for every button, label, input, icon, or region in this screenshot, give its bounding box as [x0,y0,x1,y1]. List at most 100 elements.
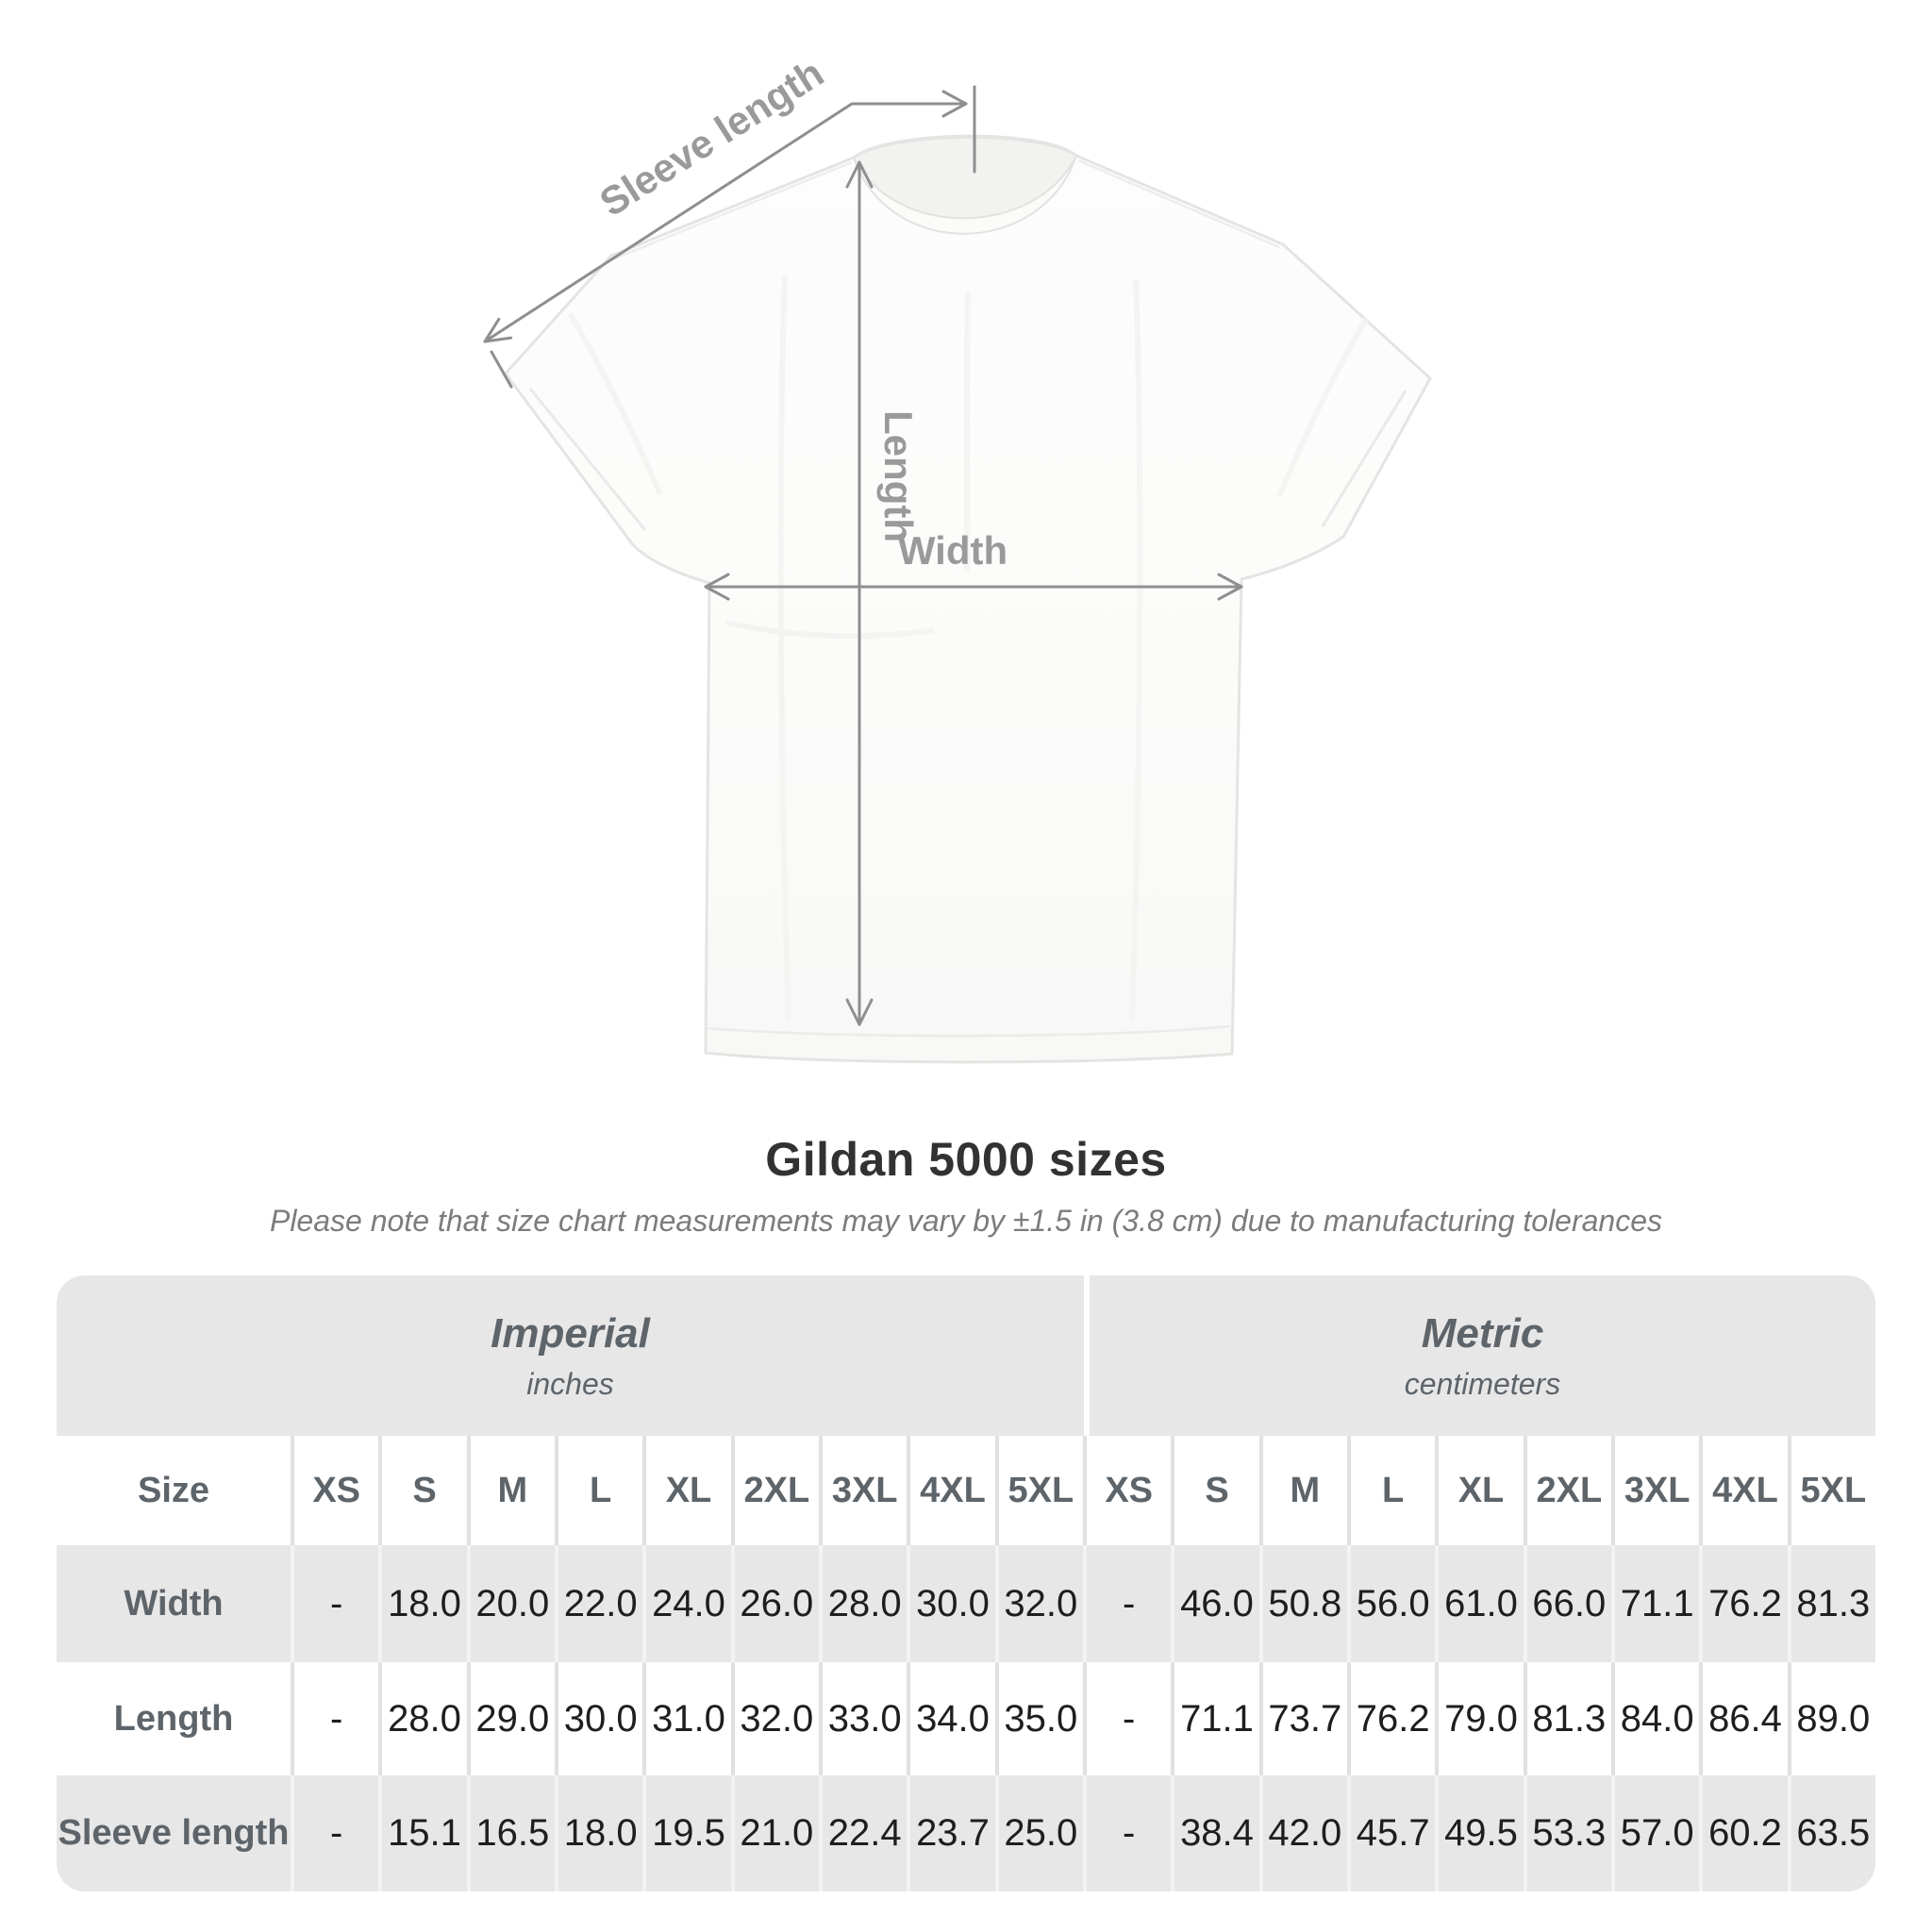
width-imperial-value: 22.0 [555,1545,642,1662]
width-label: Width [898,528,1008,573]
sleeve-length-arrowhead-right [941,90,968,118]
size-col-header-imperial-3XL: 3XL [819,1436,907,1545]
length-metric-value: 84.0 [1611,1662,1699,1775]
metric-label: Metric [1421,1309,1544,1357]
measurement-row-sleeve-length: Sleeve length -15.1 16.5 18.0 19.5 21.0 22.4 23… [57,1775,1875,1891]
width-metric-value: 71.1 [1611,1545,1699,1662]
size-col-header-metric-S: S [1171,1436,1258,1545]
tolerance-note: Please note that size chart measurements… [269,1204,1663,1238]
sleeve-length-metric-value: 53.3 [1523,1775,1611,1891]
sleeve-length-imperial-value: 21.0 [730,1775,819,1891]
size-col-header-imperial-XS: XS [291,1436,378,1545]
width-metric-value: 81.3 [1787,1545,1875,1662]
length-imperial-value: 34.0 [907,1662,994,1775]
size-col-header-metric-XS: XS [1083,1436,1171,1545]
row-header-size: Size [137,1470,210,1510]
width-arrowhead-left [704,573,730,601]
measurement-row-width: Width -18.0 20.0 22.0 24.0 26.0 28.0 30.0 32.0-4… [57,1545,1875,1662]
sleeve-length-metric-value: 60.2 [1699,1775,1787,1891]
unit-header-row: Imperial inches Metric centimeters [57,1275,1875,1436]
size-col-header-imperial-S: S [378,1436,466,1545]
sleeve-length-imperial-value: 22.4 [819,1775,907,1891]
width-imperial-value: 18.0 [378,1545,466,1662]
width-imperial-value: 24.0 [642,1545,730,1662]
length-imperial-value: 32.0 [730,1662,819,1775]
width-metric-value: 61.0 [1435,1545,1523,1662]
length-metric-value: 79.0 [1435,1662,1523,1775]
measurement-label-sleeve-length: Sleeve length [58,1813,290,1853]
metric-sublabel: centimeters [1404,1366,1561,1401]
width-metric-value: 56.0 [1347,1545,1435,1662]
sleeve-length-metric-value: 38.4 [1171,1775,1258,1891]
sleeve-length-metric-value: 45.7 [1347,1775,1435,1891]
size-col-header-metric-5XL: 5XL [1787,1436,1875,1545]
sleeve-length-metric-value: - [1083,1775,1171,1891]
measurement-row-length: Length -28.0 29.0 30.0 31.0 32.0 33.0 34.0 35.0-… [57,1662,1875,1775]
width-metric-value: 66.0 [1523,1545,1611,1662]
tshirt-illustration [504,134,1432,1064]
size-table-rows: Size XS S M L XL 2XL 3XL 4XL 5XL XS S M L XL 2XL 3XL 4XL 5… [57,1436,1875,1891]
length-metric-value: 76.2 [1347,1662,1435,1775]
size-col-header-imperial-L: L [555,1436,642,1545]
size-col-header-metric-4XL: 4XL [1699,1436,1787,1545]
size-col-header-imperial-4XL: 4XL [907,1436,994,1545]
length-arrowhead-bottom [845,998,874,1026]
width-arrowhead-right [1217,573,1243,601]
length-imperial-value: 29.0 [466,1662,555,1775]
size-col-header-metric-M: M [1258,1436,1347,1545]
length-metric-value: 86.4 [1699,1662,1787,1775]
size-col-header-imperial-2XL: 2XL [730,1436,819,1545]
sleeve-length-metric-value: 42.0 [1258,1775,1347,1891]
length-imperial-value: 28.0 [378,1662,466,1775]
length-metric-value: 73.7 [1258,1662,1347,1775]
width-imperial-value: 20.0 [466,1545,555,1662]
tshirt-diagram-svg: Sleeve length Length Width [483,50,1432,1064]
width-imperial-value: 26.0 [730,1545,819,1662]
sleeve-length-imperial-value: 23.7 [907,1775,994,1891]
sleeve-length-imperial-value: - [291,1775,378,1891]
size-col-header-metric-3XL: 3XL [1611,1436,1699,1545]
imperial-label: Imperial [491,1309,650,1357]
length-metric-value: 89.0 [1787,1662,1875,1775]
size-col-header-metric-XL: XL [1435,1436,1523,1545]
width-imperial-value: 28.0 [819,1545,907,1662]
sleeve-length-imperial-value: 18.0 [555,1775,642,1891]
length-metric-value: - [1083,1662,1171,1775]
size-col-header-imperial-XL: XL [642,1436,730,1545]
length-metric-value: 81.3 [1523,1662,1611,1775]
size-col-header-metric-L: L [1347,1436,1435,1545]
width-metric-value: 50.8 [1258,1545,1347,1662]
length-label: Length [876,410,921,542]
sleeve-length-metric-value: 63.5 [1787,1775,1875,1891]
width-metric-value: 76.2 [1699,1545,1787,1662]
sleeve-length-imperial-value: 25.0 [994,1775,1083,1891]
sleeve-length-imperial-value: 16.5 [466,1775,555,1891]
length-arrowhead-top [845,160,874,189]
width-imperial-value: 30.0 [907,1545,994,1662]
sleeve-length-metric-value: 57.0 [1611,1775,1699,1891]
measurement-label-width: Width [124,1583,224,1624]
sleeve-length-imperial-value: 15.1 [378,1775,466,1891]
sleeve-length-arrowhead [483,317,513,343]
sleeve-length-imperial-value: 19.5 [642,1775,730,1891]
measurement-label-length: Length [113,1698,234,1739]
length-imperial-value: 31.0 [642,1662,730,1775]
length-metric-value: 71.1 [1171,1662,1258,1775]
size-col-header-metric-2XL: 2XL [1523,1436,1611,1545]
unit-header-imperial: Imperial inches [57,1275,1084,1436]
size-col-header-imperial-M: M [466,1436,555,1545]
length-imperial-value: 35.0 [994,1662,1083,1775]
width-metric-value: 46.0 [1171,1545,1258,1662]
length-imperial-value: 33.0 [819,1662,907,1775]
imperial-sublabel: inches [526,1366,614,1401]
size-header-row: Size XS S M L XL 2XL 3XL 4XL 5XL XS S M L XL 2XL 3XL 4XL 5… [57,1436,1875,1545]
page-title: Gildan 5000 sizes [765,1133,1167,1186]
width-imperial-value: 32.0 [994,1545,1083,1662]
unit-header-metric: Metric centimeters [1084,1275,1875,1436]
width-imperial-value: - [291,1545,378,1662]
sleeve-length-dimension-line [483,102,968,343]
length-imperial-value: 30.0 [555,1662,642,1775]
width-metric-value: - [1083,1545,1171,1662]
sleeve-length-metric-value: 49.5 [1435,1775,1523,1891]
